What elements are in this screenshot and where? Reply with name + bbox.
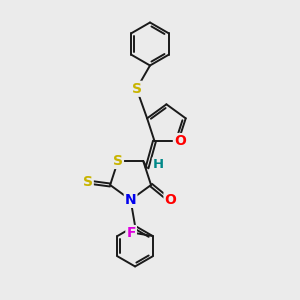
Text: S: S bbox=[113, 154, 123, 168]
Text: S: S bbox=[132, 82, 142, 96]
Text: H: H bbox=[153, 158, 164, 171]
Text: O: O bbox=[174, 134, 186, 148]
Text: N: N bbox=[125, 193, 136, 207]
Text: O: O bbox=[164, 193, 176, 207]
Text: F: F bbox=[126, 226, 136, 240]
Text: S: S bbox=[83, 175, 93, 189]
